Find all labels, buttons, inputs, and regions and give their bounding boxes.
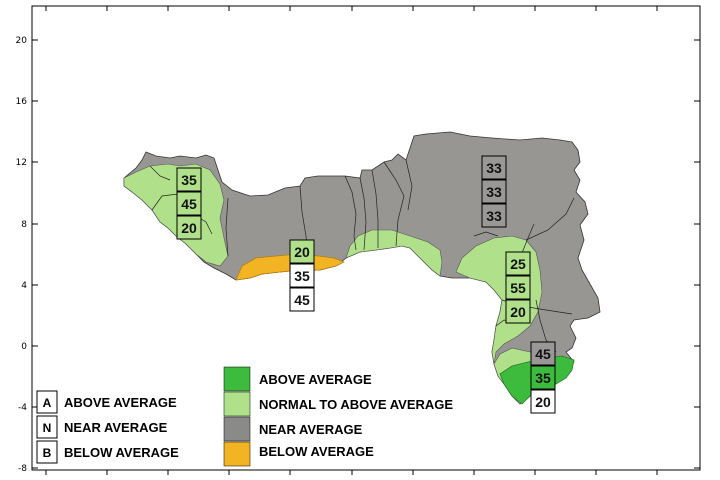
key-label: BELOW AVERAGE xyxy=(64,445,179,460)
key-letter: B xyxy=(43,446,52,460)
legend-label: ABOVE AVERAGE xyxy=(259,372,372,387)
legend-swatch-near xyxy=(223,416,251,442)
prob-above: 45 xyxy=(294,292,310,308)
key-box xyxy=(36,390,58,414)
prob-below: 20 xyxy=(510,304,526,320)
prob-below: 20 xyxy=(535,394,551,410)
key-label: NEAR AVERAGE xyxy=(64,420,168,435)
y-tick-label: 16 xyxy=(16,97,28,107)
prob-above: 35 xyxy=(181,172,197,188)
prob-near: 35 xyxy=(294,268,310,284)
legend-swatch-normal-above xyxy=(223,391,251,417)
prob-below: 20 xyxy=(294,244,310,260)
prob-above: 45 xyxy=(535,346,551,362)
legend-label: BELOW AVERAGE xyxy=(259,444,374,459)
legend-swatch-below xyxy=(223,441,251,467)
y-tick-label: 4 xyxy=(21,281,27,291)
prob-near: 35 xyxy=(535,370,551,386)
y-tick-label: -4 xyxy=(18,403,27,413)
y-tick-label: 12 xyxy=(16,158,27,168)
legend-label: NORMAL TO ABOVE AVERAGE xyxy=(259,397,453,412)
prob-above: 33 xyxy=(486,160,502,176)
region-coast-band xyxy=(345,229,443,277)
region-north-east-probabilities: 33 33 33 xyxy=(481,155,507,228)
region-south-east-probabilities: 45 35 20 xyxy=(530,341,556,414)
legend-label: NEAR AVERAGE xyxy=(259,422,363,437)
letter-key: A N B ABOVE AVERAGE NEAR AVERAGE BELOW A… xyxy=(36,390,179,464)
prob-near: 55 xyxy=(510,280,526,296)
y-tick-label: 0 xyxy=(21,342,27,352)
key-letter: N xyxy=(43,421,52,435)
prob-near: 33 xyxy=(486,184,502,200)
key-label: ABOVE AVERAGE xyxy=(64,395,177,410)
region-western-coast-probabilities: 35 45 20 xyxy=(176,167,202,240)
region-central-probabilities: 25 55 20 xyxy=(505,251,531,324)
prob-below: 33 xyxy=(486,208,502,224)
x-axis-ticks xyxy=(45,6,658,475)
key-box xyxy=(36,440,58,464)
color-legend: ABOVE AVERAGE NORMAL TO ABOVE AVERAGE NE… xyxy=(223,366,453,467)
prob-above: 25 xyxy=(510,256,526,272)
legend-swatch-above xyxy=(223,366,251,392)
region-western-coast xyxy=(123,163,229,267)
region-gulf-coast-probabilities: 20 35 45 xyxy=(289,239,315,312)
y-tick-label: 8 xyxy=(21,220,27,230)
y-tick-label: 20 xyxy=(16,36,28,46)
key-letter: A xyxy=(43,396,52,410)
y-axis xyxy=(32,39,700,469)
key-box xyxy=(36,415,58,439)
prob-below: 20 xyxy=(181,220,197,236)
y-tick-label: -8 xyxy=(18,464,27,474)
prob-near: 45 xyxy=(181,196,197,212)
